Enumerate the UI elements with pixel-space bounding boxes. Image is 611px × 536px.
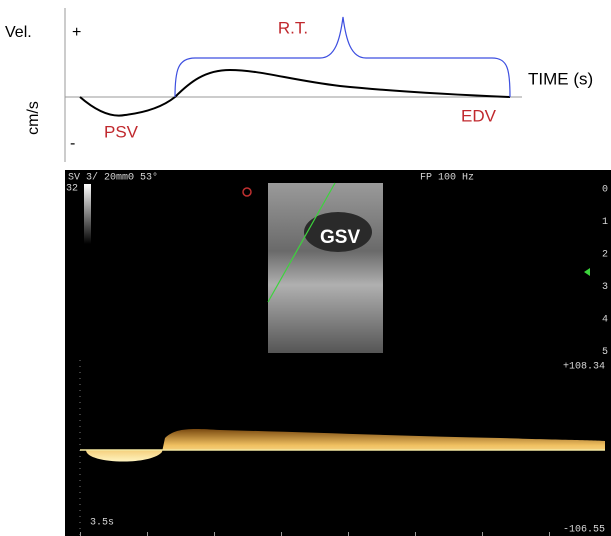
gain-label: 32 [66,184,78,195]
figure: Vel. + - cm/s R.T. TIME (s) PSV EDV SV 3… [0,0,611,536]
x-label: TIME (s) [528,69,593,88]
depth-tick-label: 2 [602,250,608,261]
depth-tick-label: 4 [602,315,608,326]
b-mode-image [268,183,383,353]
plus-sign: + [72,24,81,41]
y-label: Vel. [5,24,32,41]
velocity-curve [80,70,510,116]
vessel-label: GSV [320,227,360,248]
unit-label: cm/s [25,101,42,135]
brace-label: R.T. [278,18,308,37]
depth-tick-label: 5 [602,347,608,358]
scale-top: +108.34 [563,362,605,373]
sweep-speed: 3.5s [90,518,114,529]
page: {"diagram": {"y_label": "Vel.", "plus": … [0,0,611,536]
scale-bottom: -106.55 [563,525,605,536]
depth-tick-label: 0 [602,185,608,196]
depth-tick-label: 3 [602,282,608,293]
minus-sign: - [70,135,75,152]
rt-brace [175,17,510,97]
gray-bar [84,184,91,244]
psv-label: PSV [104,122,139,141]
depth-tick-label: 1 [602,217,608,228]
header-right: FP 100 Hz [420,173,474,184]
edv-label: EDV [461,106,497,125]
header-left: SV 3/ 20mmΘ 53° [68,172,158,184]
